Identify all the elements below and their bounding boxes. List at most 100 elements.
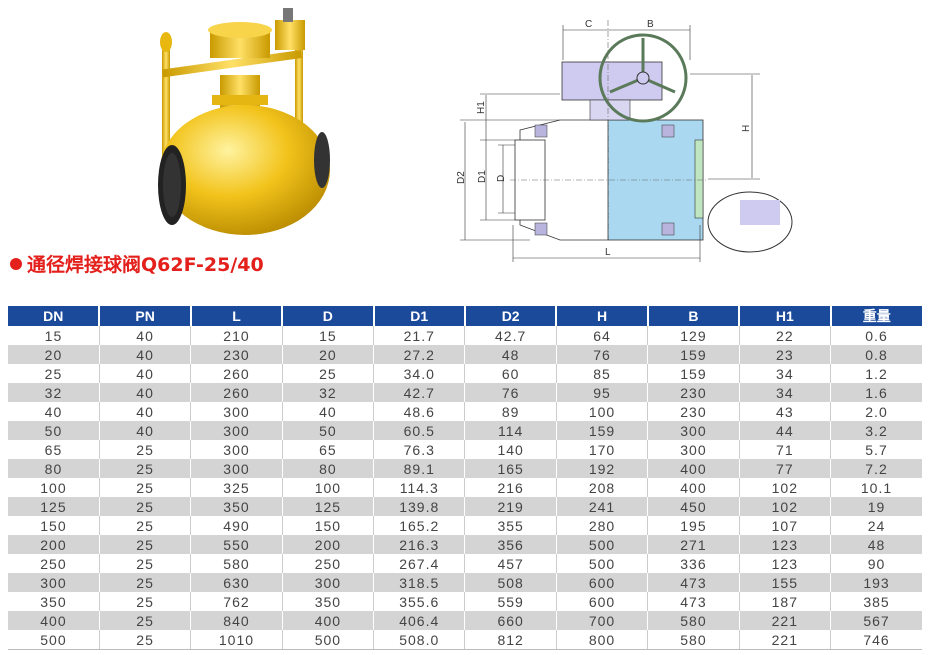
dim-label-d: D [496,175,507,182]
table-cell: 50 [8,421,100,440]
table-cell: 32 [8,383,100,402]
table-cell: 400 [8,611,100,630]
table-cell: 125 [281,497,374,516]
column-header: 重量 [829,306,922,326]
table-cell: 25 [98,535,191,554]
table-cell: 1010 [190,630,283,650]
table-row: 350 25 762 350 355.6 559 600 473 187 385 [8,592,922,611]
table-cell: 139.8 [373,497,465,516]
table-cell: 15 [44,327,63,344]
table-row: 15 40 210 15 21.7 42.7 64 129 22 0.6 [8,326,922,345]
table-cell: 64 [555,326,648,345]
dim-label-d2: D2 [456,171,467,184]
table-cell: 356 [464,535,557,554]
table-row: 400 25 840 400 406.4 660 700 580 221 567 [8,611,922,630]
table-cell: 355.6 [373,592,465,611]
table-cell: 350 [40,593,67,610]
table-cell: 60 [464,364,557,383]
table-cell: 25 [98,630,191,650]
table-cell: 350 [190,497,283,516]
table-cell: 250 [40,555,67,572]
table-cell: 385 [830,592,922,611]
table-cell: 550 [190,535,283,554]
table-cell: 600 [555,573,648,592]
table-cell: 5.7 [830,440,922,459]
dim-label-h1: H1 [476,101,487,114]
table-cell: 355 [464,516,557,535]
column-header: D2 [463,306,557,326]
table-cell: 210 [190,326,283,345]
table-cell: 32 [281,383,374,402]
table-cell: 300 [190,459,283,478]
table-cell: 165 [464,459,557,478]
table-cell: 114.3 [373,478,465,497]
dim-label-l: L [605,247,611,258]
table-cell: 400 [281,611,374,630]
table-cell: 250 [281,554,374,573]
table-cell: 100 [555,402,648,421]
table-cell: 25 [98,573,191,592]
table-cell: 350 [281,592,374,611]
column-header: L [189,306,283,326]
table-cell: 48 [830,535,922,554]
table-cell: 187 [738,592,831,611]
table-cell: 762 [190,592,283,611]
table-row: 65 25 300 65 76.3 140 170 300 71 5.7 [8,440,922,459]
table-cell: 89.1 [373,459,465,478]
table-cell: 102 [738,497,831,516]
table-cell: 114 [464,421,557,440]
table-cell: 44 [738,421,831,440]
table-cell: 230 [190,345,283,364]
table-cell: 20 [281,345,374,364]
table-cell: 71 [738,440,831,459]
table-cell: 76 [464,383,557,402]
table-cell: 40 [98,326,191,345]
table-cell: 300 [190,440,283,459]
table-cell: 25 [98,478,191,497]
valve-product-photo [158,8,330,235]
table-cell: 85 [555,364,648,383]
table-cell: 123 [738,554,831,573]
table-cell: 150 [40,517,67,534]
table-row: 500 25 1010 500 508.0 812 800 580 221 746 [8,630,922,650]
table-cell: 580 [190,554,283,573]
table-cell: 241 [555,497,648,516]
table-cell: 221 [738,630,831,650]
table-cell: 65 [44,441,63,458]
table-cell: 25 [98,516,191,535]
table-cell: 260 [190,383,283,402]
table-cell: 580 [647,611,740,630]
table-cell: 48.6 [373,402,465,421]
column-header: DN [8,306,100,326]
table-cell: 77 [738,459,831,478]
table-cell: 490 [190,516,283,535]
table-cell: 90 [830,554,922,573]
table-cell: 102 [738,478,831,497]
product-title-text: 通径焊接球阀Q62F-25/40 [27,254,264,276]
table-cell: 43 [738,402,831,421]
table-cell: 10.1 [830,478,922,497]
table-cell: 221 [738,611,831,630]
table-cell: 457 [464,554,557,573]
table-cell: 216 [464,478,557,497]
table-cell: 15 [281,326,374,345]
table-cell: 193 [830,573,922,592]
table-cell: 318.5 [373,573,465,592]
table-cell: 25 [98,459,191,478]
table-cell: 1.6 [830,383,922,402]
bullet-icon [10,258,22,270]
table-row: 100 25 325 100 114.3 216 208 400 102 10.1 [8,478,922,497]
column-header: PN [98,306,191,326]
table-cell: 260 [190,364,283,383]
table-cell: 500 [8,630,100,650]
table-cell: 125 [8,497,100,516]
table-cell: 34.0 [373,364,465,383]
table-row: 125 25 350 125 139.8 219 241 450 102 19 [8,497,922,516]
table-header-row: DN PN L D D1 D2 H B H1 重量 [8,306,922,326]
table-cell: 34 [738,383,831,402]
table-cell: 1.2 [830,364,922,383]
table-cell: 580 [647,630,740,650]
table-cell: 100 [281,478,374,497]
table-cell: 192 [555,459,648,478]
table-cell: 473 [647,592,740,611]
